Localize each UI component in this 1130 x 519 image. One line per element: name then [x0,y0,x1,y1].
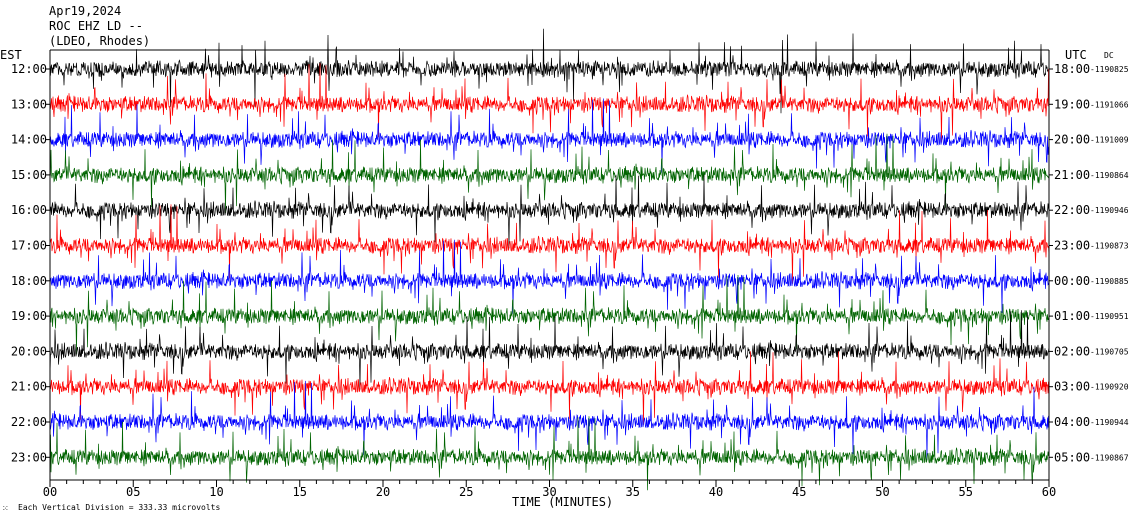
trace-row-1400 [49,98,1050,173]
header-station: ROC EHZ LD -- [49,19,143,33]
left-zone-label: EST [0,48,22,62]
row-label-est: 20:00 [11,344,47,358]
right-zone-label: UTC [1065,48,1087,62]
row-label-est: 14:00 [11,133,47,147]
x-tick-label: 25 [459,485,473,499]
trace-row-2300 [49,416,1050,491]
row-dc-value: -1190867 [1090,453,1129,462]
row-label-est: 16:00 [11,203,47,217]
row-dc-value: -1190946 [1090,206,1129,215]
x-tick-label: 05 [126,485,140,499]
row-dc-value: -1190944 [1090,418,1129,427]
row-label-utc: 18:00 [1054,62,1090,76]
row-label-utc: 01:00 [1054,309,1090,323]
trace-row-2000 [49,310,1050,390]
row-label-est: 13:00 [11,97,47,111]
row-label-utc: 23:00 [1054,239,1090,253]
row-label-est: 22:00 [11,415,47,429]
row-label-utc: 00:00 [1054,274,1090,288]
header-network: (LDEO, Rhodes) [49,34,151,48]
row-dc-value: -1190920 [1090,383,1129,392]
trace-row-2100 [49,351,1050,425]
trace-row-1500 [49,133,1050,214]
x-tick-label: 20 [376,485,390,499]
row-label-utc: 22:00 [1054,203,1090,217]
row-dc-value: -1190951 [1090,312,1129,321]
x-tick-label: 40 [709,485,723,499]
x-tick-label: 30 [542,485,556,499]
row-dc-value: -1191009 [1090,136,1129,145]
trace-row-1200 [49,28,1050,114]
trace-row-1800 [49,239,1050,314]
row-dc-value: -1190864 [1090,171,1129,180]
x-tick-label: 15 [293,485,307,499]
row-dc-value: -1190705 [1090,347,1129,356]
x-tick-label: 35 [626,485,640,499]
row-dc-value: -1190885 [1090,277,1129,286]
x-tick-label: 55 [959,485,973,499]
x-tick-label: 10 [209,485,223,499]
row-label-est: 18:00 [11,274,47,288]
row-label-utc: 20:00 [1054,133,1090,147]
row-label-est: 15:00 [11,168,47,182]
x-axis-title: TIME (MINUTES) [512,495,614,509]
x-tick-label: 00 [43,485,57,499]
row-label-utc: 21:00 [1054,168,1090,182]
trace-row-1900 [49,274,1050,355]
row-label-est: 19:00 [11,309,47,323]
x-tick-label: 45 [792,485,806,499]
footer-glyph: ⁙ [2,504,9,513]
trace-row-1600 [49,174,1050,249]
header-date: Apr19,2024 [49,4,122,18]
row-label-est: 21:00 [11,380,47,394]
row-label-utc: 03:00 [1054,380,1090,394]
trace-row-2200 [49,380,1050,461]
row-dc-value: -1191066 [1090,100,1129,109]
scale-note: Each Vertical Division = 333.33 microvol… [18,503,221,512]
x-tick-label: 50 [875,485,889,499]
row-label-utc: 05:00 [1054,450,1090,464]
row-dc-value: -1190873 [1090,242,1129,251]
trace-row-1700 [49,204,1050,284]
row-dc-value: -1190825 [1090,65,1129,74]
row-label-est: 23:00 [11,450,47,464]
trace-layer [49,28,1050,491]
chart-frame [46,49,1053,487]
trace-row-1300 [49,63,1050,143]
x-tick-label: 60 [1042,485,1056,499]
row-label-utc: 04:00 [1054,415,1090,429]
row-label-utc: 02:00 [1054,344,1090,358]
row-label-est: 17:00 [11,239,47,253]
row-label-est: 12:00 [11,62,47,76]
row-label-utc: 19:00 [1054,97,1090,111]
dc-label: DC [1104,51,1114,60]
